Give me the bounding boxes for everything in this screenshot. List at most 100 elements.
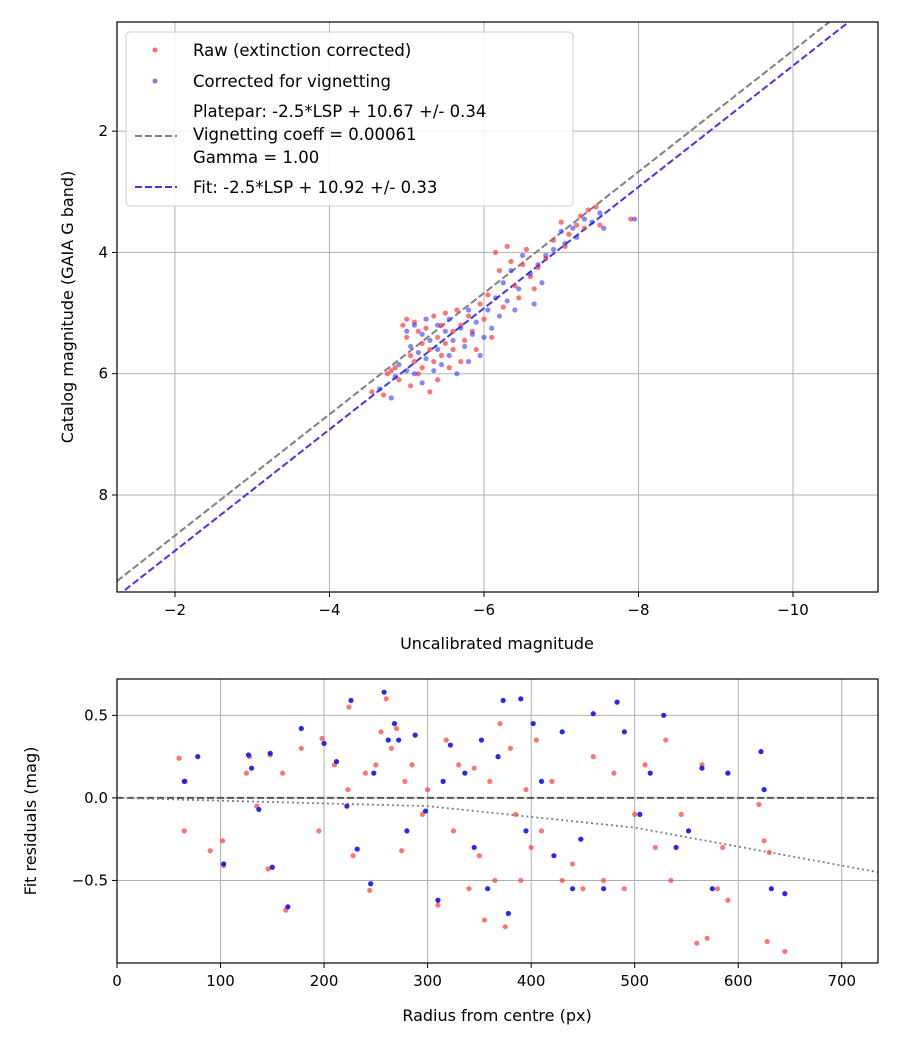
raw-point (462, 337, 468, 343)
corrected-point (450, 337, 456, 343)
corrected-point (471, 844, 477, 851)
top-x-axis-label: Uncalibrated magnitude (400, 634, 594, 653)
raw-point (378, 729, 384, 735)
corrected-point (195, 754, 201, 760)
corrected-point (500, 697, 506, 704)
corrected-point (495, 754, 501, 760)
raw-point (642, 762, 648, 768)
top-axis-ticks: −2 −4 −6 −8 −10 2 4 6 8 (98, 122, 808, 619)
vignetting-model-line (117, 796, 878, 874)
corrected-point (422, 808, 429, 814)
top-plot: −2 −4 −6 −8 −10 2 4 6 8 Uncalibrated magnitude C… (58, 21, 879, 653)
raw-point (415, 371, 421, 377)
raw-point (496, 268, 503, 274)
raw-point (531, 286, 537, 292)
legend-box (125, 31, 574, 207)
corrected-point (637, 811, 643, 817)
raw-point (346, 704, 352, 710)
legend: Raw (extinction corrected) Corrected for… (125, 31, 574, 207)
raw-point (450, 828, 457, 834)
raw-point (577, 213, 584, 219)
x-tick-label: −8 (627, 601, 649, 619)
raw-point (512, 283, 518, 289)
corrected-point (601, 886, 607, 892)
corrected-point (578, 836, 584, 842)
legend-platepar-line-1: Platepar: -2.5*LSP + 10.67 +/- 0.34 (193, 102, 486, 121)
corrected-point (725, 770, 731, 776)
x-tick-label: 400 (517, 972, 546, 990)
raw-point (419, 340, 425, 346)
corrected-point (415, 349, 421, 356)
raw-point (516, 295, 522, 301)
raw-point (632, 811, 638, 817)
x-tick-label: 600 (724, 972, 753, 990)
raw-point (383, 696, 389, 702)
raw-point (580, 886, 586, 892)
raw-point (388, 745, 394, 751)
corrected-point (531, 301, 537, 307)
corrected-point (559, 729, 565, 735)
corrected-point (516, 286, 522, 292)
corrected-point (245, 752, 252, 758)
corrected-point (551, 853, 557, 859)
corrected-point (535, 261, 541, 268)
y-tick-label: 2 (98, 122, 108, 140)
x-tick-label: 300 (413, 972, 442, 990)
raw-point (704, 935, 710, 941)
raw-point (369, 389, 375, 395)
x-tick-label: −10 (777, 601, 809, 619)
corrected-point (407, 343, 414, 350)
raw-point (489, 334, 495, 340)
corrected-point (423, 316, 429, 322)
raw-point (500, 304, 506, 310)
corrected-point (454, 371, 460, 377)
raw-point (487, 778, 493, 784)
corrected-point (685, 828, 692, 834)
legend-corrected-label: Corrected for vignetting (193, 72, 391, 91)
raw-point (415, 328, 421, 334)
corrected-point (590, 711, 596, 717)
bottom-x-axis-label: Radius from centre (px) (402, 1006, 591, 1025)
raw-point (764, 938, 770, 945)
y-tick-label: 8 (98, 486, 108, 504)
raw-point (400, 322, 406, 328)
corrected-point (248, 765, 255, 771)
corrected-point (530, 720, 536, 727)
corrected-point (396, 737, 402, 743)
corrected-point (269, 864, 275, 870)
raw-point (450, 328, 456, 334)
raw-point (720, 844, 726, 851)
corrected-point (647, 770, 653, 776)
raw-point (714, 886, 721, 892)
raw-point (316, 828, 322, 834)
corrected-point (574, 234, 580, 240)
raw-point (481, 917, 488, 923)
raw-point (585, 207, 591, 213)
raw-point (756, 801, 762, 808)
corrected-point (423, 355, 429, 362)
raw-point (476, 853, 482, 859)
corrected-point (709, 886, 715, 892)
raw-point (558, 219, 564, 225)
corrected-point (381, 689, 387, 695)
corrected-point (589, 219, 595, 225)
raw-point (538, 828, 545, 834)
corrected-point (543, 252, 549, 259)
raw-point (497, 720, 503, 727)
raw-point (652, 844, 658, 851)
corrected-point (427, 337, 433, 343)
raw-point (384, 371, 391, 377)
x-tick-label: 500 (620, 972, 649, 990)
raw-point (404, 334, 410, 340)
raw-point (559, 877, 565, 884)
corrected-point (523, 828, 529, 834)
corrected-point (221, 861, 227, 867)
raw-point (393, 725, 400, 732)
y-tick-label: 0.5 (84, 706, 108, 724)
corrected-point (442, 328, 448, 334)
corrected-point (465, 307, 472, 313)
corrected-point (298, 725, 304, 732)
corrected-point (256, 806, 262, 813)
corrected-point (435, 322, 441, 328)
